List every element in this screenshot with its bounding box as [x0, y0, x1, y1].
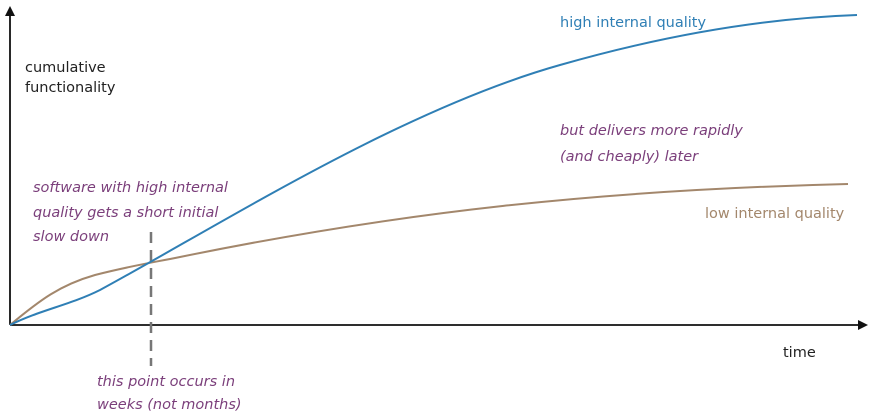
- annotation: quality gets a short initial: [33, 205, 218, 221]
- high-quality-curve: [9, 14, 858, 326]
- curve-label: low internal quality: [705, 206, 845, 222]
- x-axis-label: time: [783, 345, 816, 361]
- annotation: but delivers more rapidly: [560, 123, 743, 139]
- y-axis-label: cumulative: [25, 60, 106, 76]
- y-axis-label: functionality: [25, 80, 116, 96]
- annotation: weeks (not months): [97, 397, 242, 413]
- annotation: (and cheaply) later: [560, 149, 699, 165]
- annotation: software with high internal: [33, 180, 228, 196]
- low-quality-curve: [9, 183, 849, 326]
- annotation: this point occurs in: [97, 374, 235, 390]
- annotation: slow down: [33, 229, 109, 245]
- curve-label: high internal quality: [560, 15, 706, 31]
